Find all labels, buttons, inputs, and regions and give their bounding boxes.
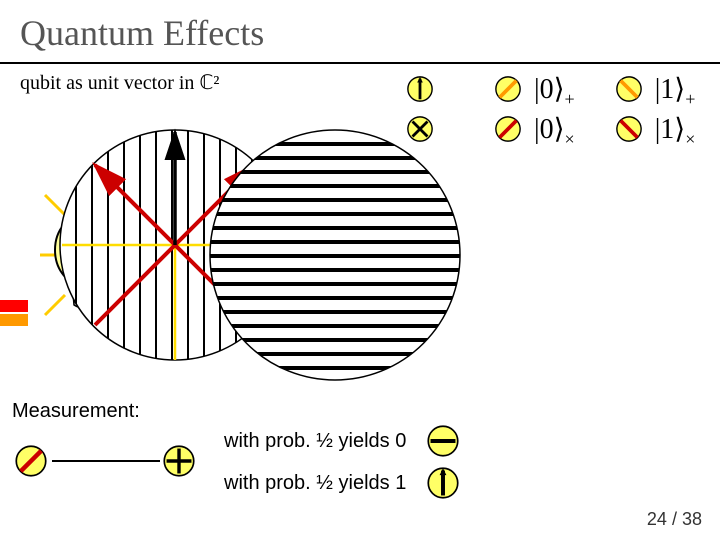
measurement-row-1: with prob. ½ yields 0: [14, 426, 706, 462]
ket-1-cross-sub: ×: [685, 129, 695, 150]
ket-0-plus-text: |0⟩: [534, 72, 565, 106]
page-number: 24 / 38: [647, 509, 702, 530]
vert-result-icon: [426, 466, 460, 500]
measurement-block: with prob. ½ yields 0 with prob. ½ yield…: [14, 426, 706, 506]
ket-0-cross: |0⟩ ×: [534, 112, 575, 146]
ket-1-plus: |1⟩ +: [655, 72, 696, 106]
ket-1-cross-text: |1⟩: [655, 112, 686, 146]
page-title: Quantum Effects: [0, 0, 720, 62]
accent-bar-2: [0, 314, 28, 326]
ket-0-cross-text: |0⟩: [534, 112, 565, 146]
horiz-result-icon: [426, 424, 460, 458]
prob-text-1: with prob. ½ yields 1: [224, 472, 406, 495]
measurement-label: Measurement:: [12, 400, 140, 423]
ket-1-plus-text: |1⟩: [655, 72, 686, 106]
ket-0-plus: |0⟩ +: [534, 72, 575, 106]
page-sep: /: [667, 509, 682, 529]
ket-1-plus-sub: +: [685, 89, 695, 110]
page-total: 38: [682, 509, 702, 529]
measurement-row-2: with prob. ½ yields 1: [14, 466, 706, 502]
prob-text-0: with prob. ½ yields 0: [224, 430, 406, 453]
legend-row-1: |0⟩ + |1⟩ +: [406, 72, 706, 106]
accent-bar-1: [0, 300, 28, 312]
diag-orange-icon: [494, 75, 522, 103]
diag-red-icon: [494, 115, 522, 143]
ket-1-cross: |1⟩ ×: [655, 112, 696, 146]
left-accent-bars: [0, 300, 28, 328]
diag-orange-icon-2: [615, 75, 643, 103]
ket-0-plus-sub: +: [565, 89, 575, 110]
page-current: 24: [647, 509, 667, 529]
ket-0-cross-sub: ×: [565, 129, 575, 150]
qubit-diagram: [30, 110, 490, 370]
diag-red-icon-2: [615, 115, 643, 143]
plus-basis-icon: [406, 75, 434, 103]
